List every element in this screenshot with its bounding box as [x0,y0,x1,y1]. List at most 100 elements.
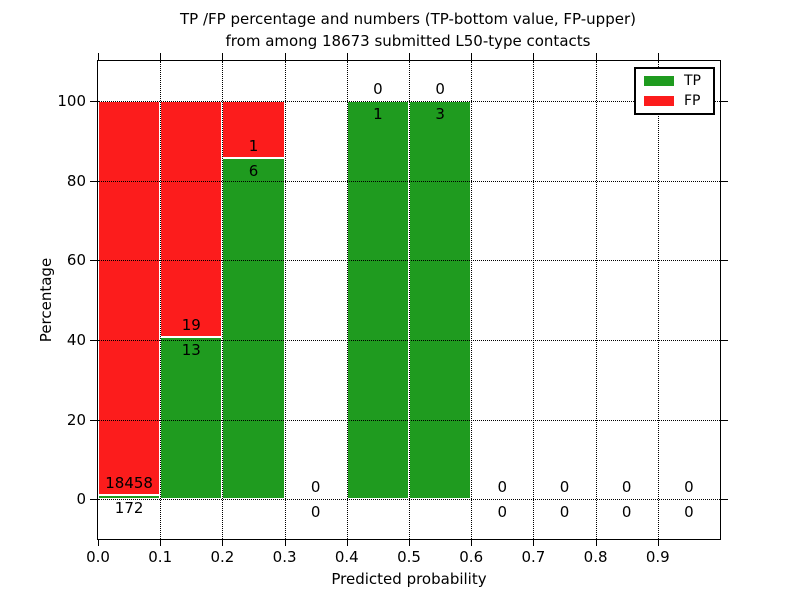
y-axis-title: Percentage [37,257,55,343]
chart-title-line1: TP /FP percentage and numbers (TP-bottom… [180,10,636,28]
fp-count-label: 0 [621,478,632,497]
tp-legend-swatch [644,76,674,86]
fp-count-label: 1 [248,136,259,155]
x-tick-mark-top [471,53,473,60]
fp-legend-label: FP [684,93,701,109]
tp-count-label: 0 [621,503,632,522]
y-tick-label: 80 [66,171,86,190]
x-tick-label: 0.5 [397,548,421,566]
x-gridline [160,61,162,539]
plot-area: 18458 172 19 13 1 6 0 0 0 1 0 3 0 0 0 0 0 0 0 0 0.0 0.1 0.2 0.… [37,53,728,588]
tp-count-label: 3 [435,104,445,123]
y-gridline [98,339,720,341]
x-gridline [409,61,410,539]
fp-count-label: 0 [684,478,694,497]
y-gridline [98,419,720,421]
x-tick-label: 0.7 [521,548,546,566]
x-tick-mark [471,539,473,546]
x-tick-mark [409,539,410,546]
x-gridline [284,61,286,539]
y-tick-mark-right [721,339,728,341]
y-tick-label: 60 [66,251,86,270]
x-tick-label: 0.8 [583,548,608,566]
y-tick-mark [90,260,97,262]
fp-count-label: 0 [559,478,570,497]
x-tick-mark [533,539,535,546]
x-tick-mark-top [595,53,597,60]
chart-title: TP /FP percentage and numbers (TP-bottom… [97,8,719,52]
y-tick-label: 0 [76,490,86,509]
legend-row: FP [644,94,701,108]
legend-row: TP [644,74,701,88]
legend: TP FP [634,67,715,115]
x-tick-label: 0.1 [148,548,173,566]
x-tick-mark [98,539,99,546]
fp-count-label: 0 [497,478,508,497]
y-tick-mark-right [721,419,728,421]
tp-count-label: 0 [310,503,321,522]
x-tick-label: 0.3 [272,548,297,566]
y-tick-mark-right [721,499,728,501]
x-tick-mark-top [284,53,286,60]
y-tick-mark [90,100,97,102]
x-tick-mark [595,539,597,546]
x-axis-title: Predicted probability [331,570,487,588]
tp-count-label: 0 [559,503,570,522]
fp-bar-segment [98,100,161,496]
x-tick-mark-top [98,53,99,60]
y-tick-label: 20 [66,410,86,429]
x-tick-mark-top [533,53,535,60]
x-tick-label: 0.4 [334,548,359,566]
tp-count-label: 0 [684,503,694,522]
x-gridline [657,61,659,539]
x-gridline [222,61,224,539]
y-tick-mark-right [721,180,728,182]
x-tick-mark-top [160,53,162,60]
x-tick-mark-top [657,53,659,60]
x-gridline [533,61,535,539]
y-tick-mark-right [721,100,728,102]
tp-bar-segment [409,100,472,500]
fp-count-label: 18458 [105,474,153,493]
x-tick-label: 0.2 [210,548,235,566]
x-tick-mark [222,539,224,546]
tp-count-label: 6 [248,161,259,180]
y-tick-mark [90,339,97,341]
tp-bar-segment [222,157,285,500]
x-gridline [471,61,473,539]
x-tick-mark [346,539,348,546]
tp-count-label: 13 [181,341,201,360]
tp-count-label: 0 [497,503,508,522]
fp-legend-swatch [644,96,674,106]
y-gridline [98,100,720,102]
y-tick-mark [90,499,97,501]
fp-count-label: 0 [373,79,383,98]
chart-title-line2: from among 18673 submitted L50-type cont… [225,32,591,50]
tp-bar-segment [346,100,409,500]
x-tick-mark-top [346,53,348,60]
y-tick-mark-right [721,260,728,262]
y-tick-mark [90,419,97,421]
y-gridline [98,499,720,501]
tp-bar-segment [98,495,161,500]
y-gridline [98,260,720,262]
x-gridline [346,61,348,539]
y-gridline [98,180,720,182]
tp-legend-label: TP [684,73,701,89]
tp-bar-segment [160,337,223,500]
fp-count-label: 0 [310,478,321,497]
x-tick-label: 0.6 [459,548,484,566]
x-tick-label: 0.0 [86,548,110,566]
x-gridline [595,61,597,539]
x-tick-label: 0.9 [645,548,670,566]
x-tick-mark [160,539,162,546]
y-tick-mark [90,180,97,182]
x-tick-mark-top [222,53,224,60]
fp-count-label: 19 [181,316,201,335]
y-tick-label: 100 [57,91,86,110]
x-tick-mark [284,539,286,546]
tp-count-label: 1 [373,104,383,123]
x-tick-mark [657,539,659,546]
x-tick-mark-top [409,53,410,60]
